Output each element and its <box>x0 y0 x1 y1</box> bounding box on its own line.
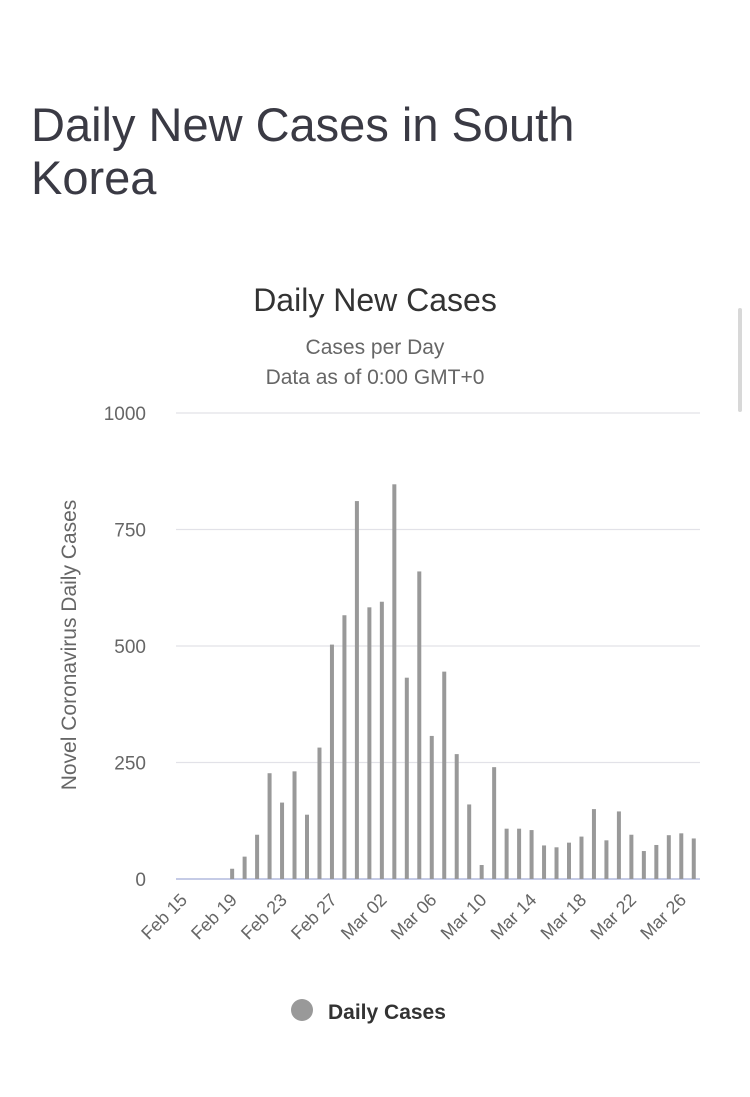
bar[interactable] <box>292 771 297 879</box>
bar[interactable] <box>679 833 684 879</box>
y-axis-title: Novel Coronavirus Daily Cases <box>58 500 81 791</box>
bar[interactable] <box>280 802 285 879</box>
bar[interactable] <box>404 677 409 879</box>
y-tick-label: 1000 <box>104 404 146 425</box>
bar[interactable] <box>591 809 596 879</box>
bars <box>230 484 696 879</box>
legend-label[interactable]: Daily Cases <box>328 1001 446 1024</box>
bar[interactable] <box>354 501 359 879</box>
bar[interactable] <box>467 804 472 879</box>
y-tick-label: 500 <box>114 637 146 658</box>
bar[interactable] <box>442 671 447 879</box>
x-tick-label: Feb 27 <box>287 890 341 944</box>
x-tick-label: Mar 06 <box>387 890 441 944</box>
bar[interactable] <box>329 644 334 879</box>
x-tick-label: Mar 18 <box>537 890 591 944</box>
y-tick-label: 750 <box>114 521 146 542</box>
bar[interactable] <box>305 814 309 879</box>
bar[interactable] <box>417 571 422 879</box>
bar[interactable] <box>654 844 659 879</box>
bar[interactable] <box>542 845 547 879</box>
x-tick-label: Mar 14 <box>487 890 541 944</box>
gridlines <box>176 412 700 880</box>
x-tick-label: Feb 15 <box>137 890 191 944</box>
page-heading: Daily New Cases in South Korea <box>31 98 575 204</box>
bar[interactable] <box>267 773 272 879</box>
bar[interactable] <box>379 601 384 879</box>
scroll-indicator[interactable] <box>738 308 742 412</box>
bar[interactable] <box>479 865 484 879</box>
x-tick-label: Feb 19 <box>187 890 241 944</box>
bar[interactable] <box>392 484 397 879</box>
legend-marker[interactable] <box>291 999 313 1021</box>
bar[interactable] <box>629 834 634 879</box>
x-tick-label: Mar 02 <box>337 890 391 944</box>
bar[interactable] <box>242 856 247 879</box>
bar[interactable] <box>616 811 621 879</box>
bar[interactable] <box>641 851 646 879</box>
bar[interactable] <box>579 836 584 879</box>
bar[interactable] <box>529 830 534 879</box>
chart-subtitle-line-2: Data as of 0:00 GMT+0 <box>266 366 485 389</box>
bar[interactable] <box>255 834 260 879</box>
bar[interactable] <box>666 835 671 879</box>
bar[interactable] <box>429 735 434 879</box>
x-tick-label: Mar 10 <box>437 890 491 944</box>
y-axis-ticks: 0 250 500 750 1000 <box>104 404 146 891</box>
bar[interactable] <box>492 767 497 879</box>
bar[interactable] <box>342 615 347 879</box>
chart-subtitle-line-1: Cases per Day <box>306 336 445 359</box>
bar[interactable] <box>504 828 509 879</box>
bar[interactable] <box>454 754 459 879</box>
bar[interactable] <box>691 838 696 879</box>
bar[interactable] <box>317 747 322 879</box>
chart-title: Daily New Cases <box>253 282 497 318</box>
y-tick-label: 250 <box>114 754 146 775</box>
x-tick-label: Mar 22 <box>586 890 640 944</box>
x-tick-label: Mar 26 <box>636 890 690 944</box>
bar[interactable] <box>554 847 559 879</box>
bar[interactable] <box>230 868 235 879</box>
bar[interactable] <box>604 840 609 879</box>
bar[interactable] <box>567 842 571 879</box>
y-tick-label: 0 <box>135 870 146 891</box>
bar[interactable] <box>517 828 522 879</box>
bar[interactable] <box>367 607 372 879</box>
x-tick-label: Feb 23 <box>237 890 291 944</box>
